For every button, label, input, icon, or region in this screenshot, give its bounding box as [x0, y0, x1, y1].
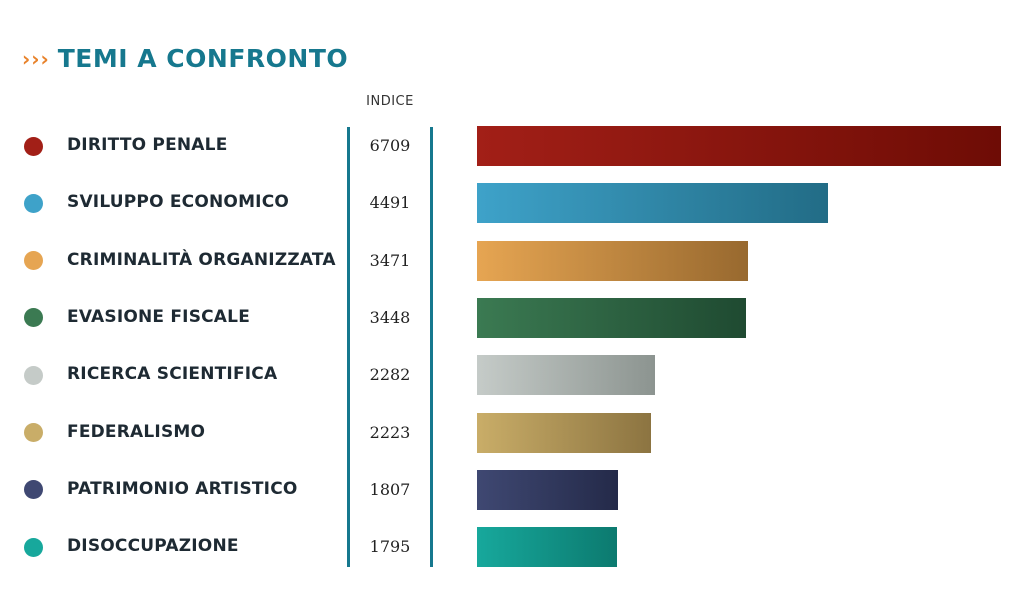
- value-label: 2282: [369, 365, 411, 385]
- bar: [477, 126, 1001, 166]
- legend-dot: [24, 480, 43, 500]
- legend-dot: [24, 423, 43, 442]
- index-column-header: INDICE: [366, 94, 414, 109]
- value-label: 1795: [369, 537, 411, 557]
- legend-dot: [24, 251, 43, 271]
- bar: [477, 355, 656, 396]
- value-label: 1807: [369, 479, 411, 499]
- category-label: CRIMINALITÀ ORGANIZZATA: [67, 249, 336, 270]
- value-label: 2223: [369, 422, 411, 442]
- title-text: TEMI A CONFRONTO: [57, 44, 349, 73]
- bar: [477, 297, 747, 338]
- bar: [477, 469, 619, 510]
- category-label: FEDERALISMO: [67, 421, 206, 442]
- bar: [477, 412, 651, 453]
- bar: [477, 240, 749, 281]
- bar: [477, 183, 828, 224]
- value-label: 3471: [369, 250, 411, 270]
- value-label: 4491: [369, 193, 411, 213]
- legend-dot: [24, 193, 43, 213]
- value-label: 6709: [369, 136, 411, 155]
- category-label: RICERCA SCIENTIFICA: [67, 364, 278, 385]
- legend-dot: [24, 308, 43, 328]
- category-label: DIRITTO PENALE: [67, 135, 228, 155]
- divider-right: [430, 127, 433, 567]
- bar: [477, 527, 618, 568]
- chart-title: ››› TEMI A CONFRONTO: [22, 46, 348, 71]
- category-label: EVASIONE FISCALE: [67, 306, 251, 327]
- legend-dot: [24, 136, 43, 156]
- value-label: 3448: [369, 307, 411, 327]
- title-chevrons-icon: ›››: [22, 46, 50, 71]
- legend-dot: [24, 365, 43, 385]
- divider-left: [347, 127, 350, 567]
- legend-dot: [24, 537, 43, 557]
- category-label: PATRIMONIO ARTISTICO: [67, 478, 298, 499]
- category-label: SVILUPPO ECONOMICO: [67, 192, 290, 213]
- category-label: DISOCCUPAZIONE: [67, 536, 239, 557]
